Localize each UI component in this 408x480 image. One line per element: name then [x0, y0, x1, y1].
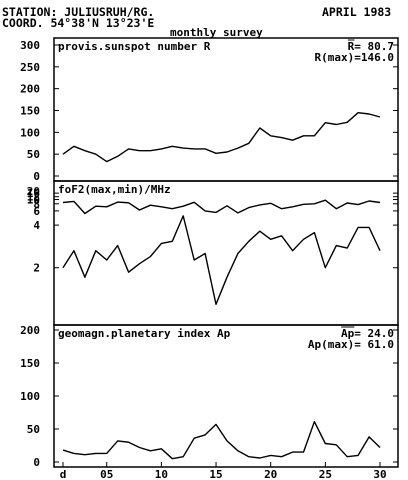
y-tick-label: 16: [27, 187, 41, 200]
panel-ap: 0 50 100 150 200 d 05 10 15 20 25 30 geomagn.planeta…: [20, 324, 399, 480]
panel-title: geomagn.planetary index Ap: [58, 327, 231, 340]
x-tick-label: 30: [373, 468, 386, 480]
panel-annotation: Ap= 24.0: [341, 327, 394, 340]
y-tick-label: 4: [33, 219, 40, 232]
series-line: [62, 199, 381, 215]
panel-sunspot: 0 50 100 150 200 250 300 provis.sunspot number …: [20, 37, 399, 183]
y-tick-label: 150: [20, 357, 40, 370]
station-label: STATION: JULIUSRUH/RG.: [2, 5, 155, 19]
date-label: APRIL 1983: [322, 5, 392, 19]
coordinates-label: COORD. 54°38'N 13°23'E: [2, 16, 155, 30]
series-line: [62, 421, 381, 460]
y-tick-label: 2: [33, 262, 40, 275]
panel-frame: [53, 180, 399, 326]
y-tick-label: 50: [27, 148, 40, 161]
y-tick-label: 0: [33, 170, 40, 183]
y-tick-label: 6: [33, 205, 40, 218]
x-tick-label: 20: [264, 468, 277, 480]
x-tick-label: 25: [319, 468, 332, 480]
y-tick-label: 12: [27, 191, 40, 204]
y-tick-label: 8: [33, 198, 40, 211]
y-tick-label: 20: [27, 185, 40, 198]
y-tick-label: 200: [20, 324, 40, 337]
series-line: [62, 111, 381, 163]
x-tick-label: 15: [209, 468, 222, 480]
y-tick-label: 100: [20, 390, 40, 403]
x-tick-label: d: [60, 468, 67, 480]
panel-title: provis.sunspot number R: [58, 40, 211, 53]
panel-annotation: R(max)=146.0: [315, 51, 394, 64]
y-tick-label: 10: [27, 194, 40, 207]
y-tick-label: 0: [33, 456, 40, 469]
y-tick-label: 250: [20, 61, 40, 74]
y-tick-label: 200: [20, 83, 40, 96]
panel-annotation: R= 80.7: [348, 40, 394, 53]
panel-annotation: Ap(max)= 61.0: [308, 338, 394, 351]
panel-title: foF2(max,min)/MHz: [58, 183, 171, 196]
x-tick-label: 10: [155, 468, 168, 480]
y-tick-label: 150: [20, 105, 40, 118]
y-tick-label: 100: [20, 126, 40, 139]
survey-label: monthly survey: [170, 26, 263, 39]
y-tick-label: 50: [27, 423, 40, 436]
x-tick-label: 05: [100, 468, 113, 480]
y-tick-label: 300: [20, 39, 40, 52]
series-line: [62, 215, 381, 305]
